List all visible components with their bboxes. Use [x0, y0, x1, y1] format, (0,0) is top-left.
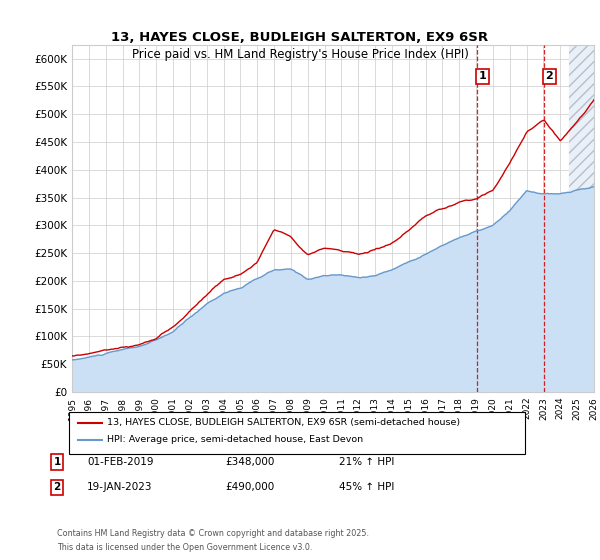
Text: £490,000: £490,000 — [225, 482, 274, 492]
Bar — [569, 45, 594, 392]
Text: 45% ↑ HPI: 45% ↑ HPI — [339, 482, 394, 492]
Text: 2: 2 — [53, 482, 61, 492]
Text: Price paid vs. HM Land Registry's House Price Index (HPI): Price paid vs. HM Land Registry's House … — [131, 48, 469, 60]
Text: This data is licensed under the Open Government Licence v3.0.: This data is licensed under the Open Gov… — [57, 543, 313, 552]
Text: Contains HM Land Registry data © Crown copyright and database right 2025.: Contains HM Land Registry data © Crown c… — [57, 529, 369, 538]
Text: 13, HAYES CLOSE, BUDLEIGH SALTERTON, EX9 6SR: 13, HAYES CLOSE, BUDLEIGH SALTERTON, EX9… — [112, 31, 488, 44]
Text: 1: 1 — [53, 457, 61, 467]
Text: 13, HAYES CLOSE, BUDLEIGH SALTERTON, EX9 6SR (semi-detached house): 13, HAYES CLOSE, BUDLEIGH SALTERTON, EX9… — [107, 418, 460, 427]
Bar — [569, 45, 594, 392]
Text: 21% ↑ HPI: 21% ↑ HPI — [339, 457, 394, 467]
Text: 01-FEB-2019: 01-FEB-2019 — [87, 457, 154, 467]
Text: 2: 2 — [545, 72, 553, 81]
Text: 19-JAN-2023: 19-JAN-2023 — [87, 482, 152, 492]
Text: £348,000: £348,000 — [225, 457, 274, 467]
Text: 1: 1 — [479, 72, 487, 81]
Text: HPI: Average price, semi-detached house, East Devon: HPI: Average price, semi-detached house,… — [107, 435, 363, 444]
